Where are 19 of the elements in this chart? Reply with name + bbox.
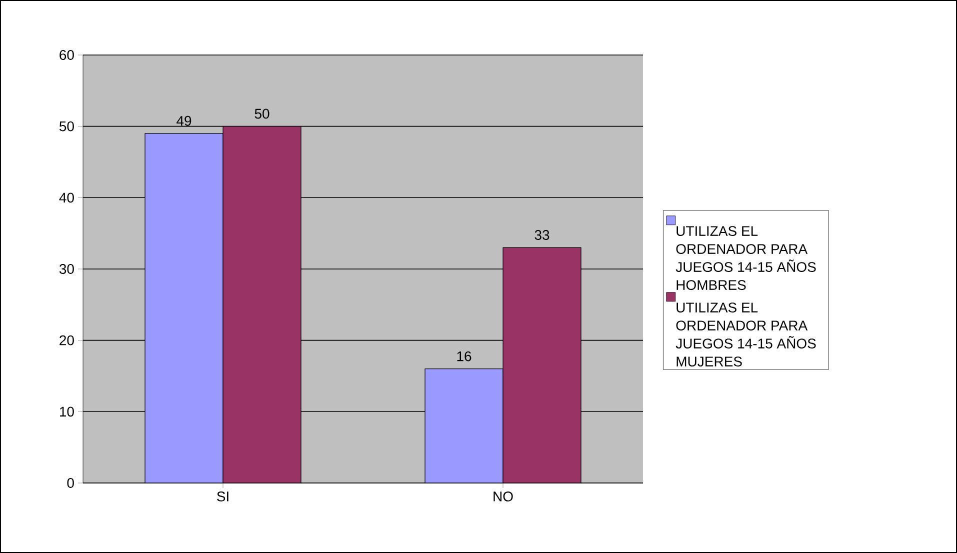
y-tick-label: 0: [67, 478, 74, 488]
y-tick-label: 40: [59, 192, 74, 203]
bar: [424, 368, 504, 483]
y-tick-label: 10: [60, 406, 74, 417]
bar: [502, 247, 582, 483]
y-tick-label: 20: [60, 335, 74, 346]
data-label: 49: [176, 116, 192, 126]
data-label: 33: [534, 230, 550, 240]
legend-label: UTILIZAS EL ORDENADOR PARA JUEGOS 14-15 AÑOS MUJERES: [676, 302, 816, 366]
y-tick-label: 30: [59, 264, 74, 274]
data-label: 16: [457, 351, 472, 362]
bar: [145, 133, 224, 483]
data-label: 50: [254, 108, 270, 119]
y-tick-label: 60: [60, 50, 74, 60]
bar: [223, 126, 302, 483]
x-tick-label: NO: [494, 492, 513, 502]
legend-label: UTILIZAS EL ORDENADOR PARA JUEGOS 14-15 AÑOS HOMBRES: [676, 226, 816, 290]
y-tick-label: 50: [59, 121, 74, 132]
x-tick-label: SI: [217, 492, 228, 502]
